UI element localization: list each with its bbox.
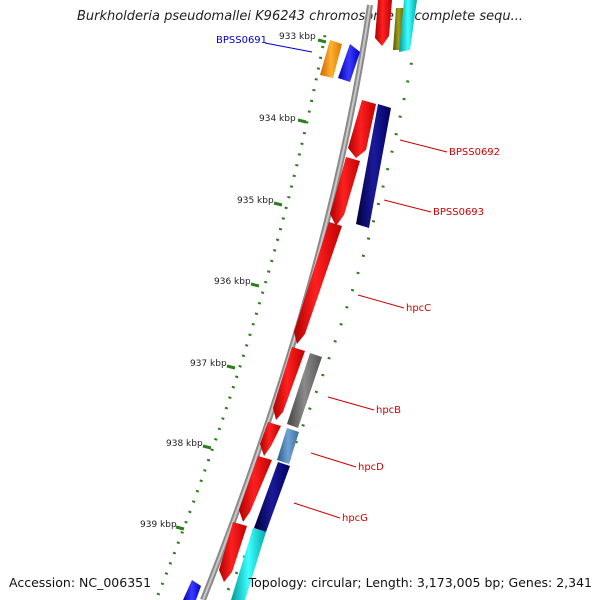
gene-hpcb-red <box>273 347 305 420</box>
gene-hpcb-grey <box>287 353 322 428</box>
outer-tick-ring <box>226 59 414 591</box>
topology-summary: Topology: circular; Length: 3,173,005 bp… <box>248 575 592 590</box>
gene-label-hpcc: hpcC <box>406 303 431 314</box>
gene-label-hpcd: hpcD <box>358 462 384 473</box>
gene-hpcg-red <box>239 456 272 522</box>
gene-bpss0692-red <box>348 100 376 158</box>
ruler-label-933: 933 kbp <box>279 32 316 42</box>
gene-bottom-blue <box>183 580 201 600</box>
gene-top-cyan <box>399 0 417 52</box>
ruler-label-936: 936 kbp <box>214 277 251 287</box>
ruler-label-934: 934 kbp <box>259 114 296 124</box>
ruler-label-935: 935 kbp <box>237 196 274 206</box>
gene-label-bpss0693: BPSS0693 <box>433 207 484 218</box>
gene-bottom-red <box>219 522 247 582</box>
backbone-circle <box>200 4 373 600</box>
gene-hpcd-red <box>260 422 281 456</box>
gene-label-hpcb: hpcB <box>376 405 401 416</box>
gene-label-hpcg: hpcG <box>342 513 368 524</box>
ruler-label-937: 937 kbp <box>190 359 227 369</box>
gene-hpcg-navy <box>254 462 290 532</box>
gene-bpss0692-navy <box>356 104 391 228</box>
gene-bpss0693-red <box>330 157 360 226</box>
gene-features <box>183 0 417 600</box>
gene-label-bpss0691: BPSS0691 <box>216 35 267 46</box>
major-ticks <box>175 38 327 531</box>
gene-hpcc-red <box>294 222 342 344</box>
gene-bottom-cyan <box>231 528 266 600</box>
ruler-label-939: 939 kbp <box>140 520 177 530</box>
gene-bpss0691-orange <box>320 40 342 78</box>
label-connectors <box>264 42 448 519</box>
gene-top-red <box>375 0 392 46</box>
ruler-label-938: 938 kbp <box>166 439 203 449</box>
gene-bpss0691-blue <box>338 44 360 82</box>
gene-label-bpss0692: BPSS0692 <box>449 147 500 158</box>
gene-hpcd-steel <box>277 428 299 464</box>
accession-text: Accession: NC_006351 <box>9 575 152 590</box>
